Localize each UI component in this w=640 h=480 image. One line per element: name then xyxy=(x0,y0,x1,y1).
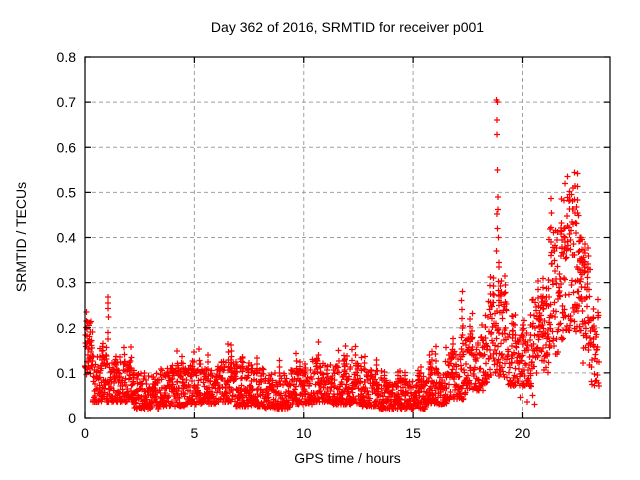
y-tick-label: 0.1 xyxy=(57,365,77,381)
x-axis-label: GPS time / hours xyxy=(294,450,401,466)
y-tick-label: 0.4 xyxy=(57,230,77,246)
data-points-path xyxy=(82,97,602,412)
x-tick-label: 5 xyxy=(190,425,198,441)
x-tick-label: 20 xyxy=(515,425,531,441)
y-axis-label: SRMTID / TECUs xyxy=(13,181,29,293)
x-tick-label: 10 xyxy=(296,425,312,441)
x-tick-label: 0 xyxy=(81,425,89,441)
chart-title: Day 362 of 2016, SRMTID for receiver p00… xyxy=(210,19,485,35)
y-tick-label: 0.6 xyxy=(57,139,77,155)
y-tick-label: 0.3 xyxy=(57,275,77,291)
x-tick-label: 15 xyxy=(405,425,421,441)
y-tick-label: 0.7 xyxy=(57,94,77,110)
y-tick-label: 0.2 xyxy=(57,320,77,336)
y-tick-label: 0.8 xyxy=(57,49,77,65)
y-tick-label: 0.5 xyxy=(57,184,77,200)
y-tick-label: 0 xyxy=(68,410,76,426)
